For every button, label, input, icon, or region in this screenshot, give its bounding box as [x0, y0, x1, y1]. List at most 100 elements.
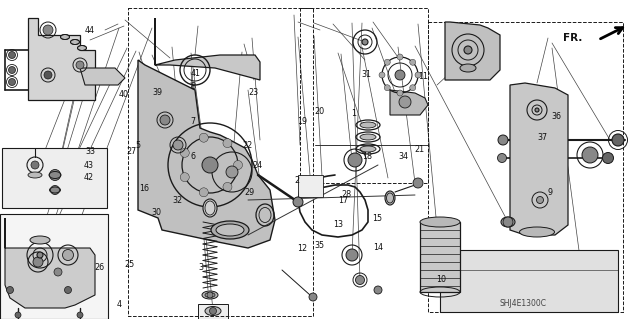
Circle shape: [223, 182, 232, 191]
Ellipse shape: [385, 191, 395, 205]
Circle shape: [8, 51, 15, 58]
Text: 22: 22: [242, 141, 252, 150]
Text: 7: 7: [191, 117, 196, 126]
Ellipse shape: [61, 34, 70, 40]
Circle shape: [612, 134, 624, 146]
Bar: [428, 22, 623, 312]
Text: 32: 32: [172, 197, 182, 205]
Circle shape: [415, 72, 421, 78]
Polygon shape: [440, 250, 618, 312]
Circle shape: [31, 161, 39, 169]
Circle shape: [209, 308, 216, 315]
Text: 20: 20: [314, 107, 324, 116]
Text: 24: 24: [252, 161, 262, 170]
Polygon shape: [510, 83, 568, 235]
Bar: [198, 304, 228, 319]
Text: 14: 14: [373, 243, 383, 252]
Text: 37: 37: [538, 133, 548, 142]
Ellipse shape: [30, 236, 50, 244]
Bar: [2, 148, 107, 208]
Circle shape: [346, 249, 358, 261]
Circle shape: [410, 59, 416, 65]
Circle shape: [399, 96, 411, 108]
Circle shape: [362, 39, 368, 45]
Polygon shape: [138, 60, 275, 248]
Circle shape: [65, 286, 72, 293]
Text: 4: 4: [116, 300, 122, 309]
Circle shape: [37, 252, 43, 258]
Polygon shape: [420, 222, 460, 292]
Circle shape: [76, 61, 84, 69]
Text: 16: 16: [140, 184, 150, 193]
Circle shape: [44, 71, 52, 79]
Text: FR.: FR.: [563, 33, 582, 43]
Polygon shape: [28, 18, 95, 100]
Bar: [0, 214, 108, 319]
Text: 12: 12: [298, 244, 308, 253]
Text: 31: 31: [362, 70, 372, 79]
Text: 41: 41: [191, 69, 201, 78]
Polygon shape: [80, 68, 125, 85]
Text: 10: 10: [436, 275, 447, 284]
Circle shape: [49, 169, 61, 181]
Ellipse shape: [216, 224, 244, 236]
Circle shape: [348, 153, 362, 167]
Text: 40: 40: [119, 90, 129, 99]
Text: SHJ4E1300C: SHJ4E1300C: [500, 299, 547, 308]
Text: 9: 9: [547, 189, 552, 197]
Ellipse shape: [205, 307, 221, 315]
Text: 8: 8: [191, 82, 196, 91]
Circle shape: [180, 173, 189, 182]
Circle shape: [395, 70, 405, 80]
Text: 34: 34: [398, 152, 408, 161]
Ellipse shape: [28, 172, 42, 178]
Text: 25: 25: [124, 260, 134, 269]
Polygon shape: [5, 218, 95, 308]
Text: 13: 13: [333, 220, 343, 229]
Circle shape: [180, 148, 189, 157]
Text: 39: 39: [152, 88, 163, 97]
Circle shape: [223, 139, 232, 148]
Circle shape: [413, 178, 423, 188]
Text: 29: 29: [244, 189, 255, 197]
Circle shape: [602, 152, 614, 164]
Polygon shape: [0, 282, 75, 295]
Text: 2: 2: [294, 176, 300, 185]
Ellipse shape: [360, 122, 376, 128]
Polygon shape: [390, 90, 428, 115]
Circle shape: [207, 292, 213, 298]
Text: 36: 36: [552, 112, 562, 121]
Ellipse shape: [501, 217, 515, 227]
Text: 11: 11: [418, 72, 428, 81]
Circle shape: [293, 197, 303, 207]
Ellipse shape: [77, 46, 86, 50]
Text: 30: 30: [152, 208, 162, 217]
Ellipse shape: [420, 217, 460, 227]
Ellipse shape: [520, 227, 554, 237]
Text: 5: 5: [136, 141, 141, 150]
Circle shape: [8, 66, 15, 73]
Circle shape: [63, 249, 74, 261]
Text: 44: 44: [85, 26, 95, 35]
Circle shape: [160, 115, 170, 125]
Circle shape: [397, 54, 403, 60]
Bar: [300, 8, 428, 183]
Circle shape: [355, 276, 365, 285]
Text: 28: 28: [341, 190, 351, 199]
Circle shape: [199, 133, 208, 142]
Ellipse shape: [360, 146, 376, 152]
Circle shape: [384, 85, 390, 91]
Bar: [298, 175, 323, 197]
Circle shape: [8, 78, 15, 85]
Circle shape: [33, 257, 43, 267]
Circle shape: [173, 140, 183, 150]
Ellipse shape: [70, 40, 79, 44]
Text: 42: 42: [83, 173, 93, 182]
Circle shape: [535, 108, 539, 112]
Text: 35: 35: [314, 241, 324, 250]
Text: 21: 21: [415, 145, 425, 154]
Circle shape: [397, 90, 403, 96]
Circle shape: [43, 25, 53, 35]
Circle shape: [497, 153, 506, 162]
Text: 33: 33: [85, 147, 95, 156]
